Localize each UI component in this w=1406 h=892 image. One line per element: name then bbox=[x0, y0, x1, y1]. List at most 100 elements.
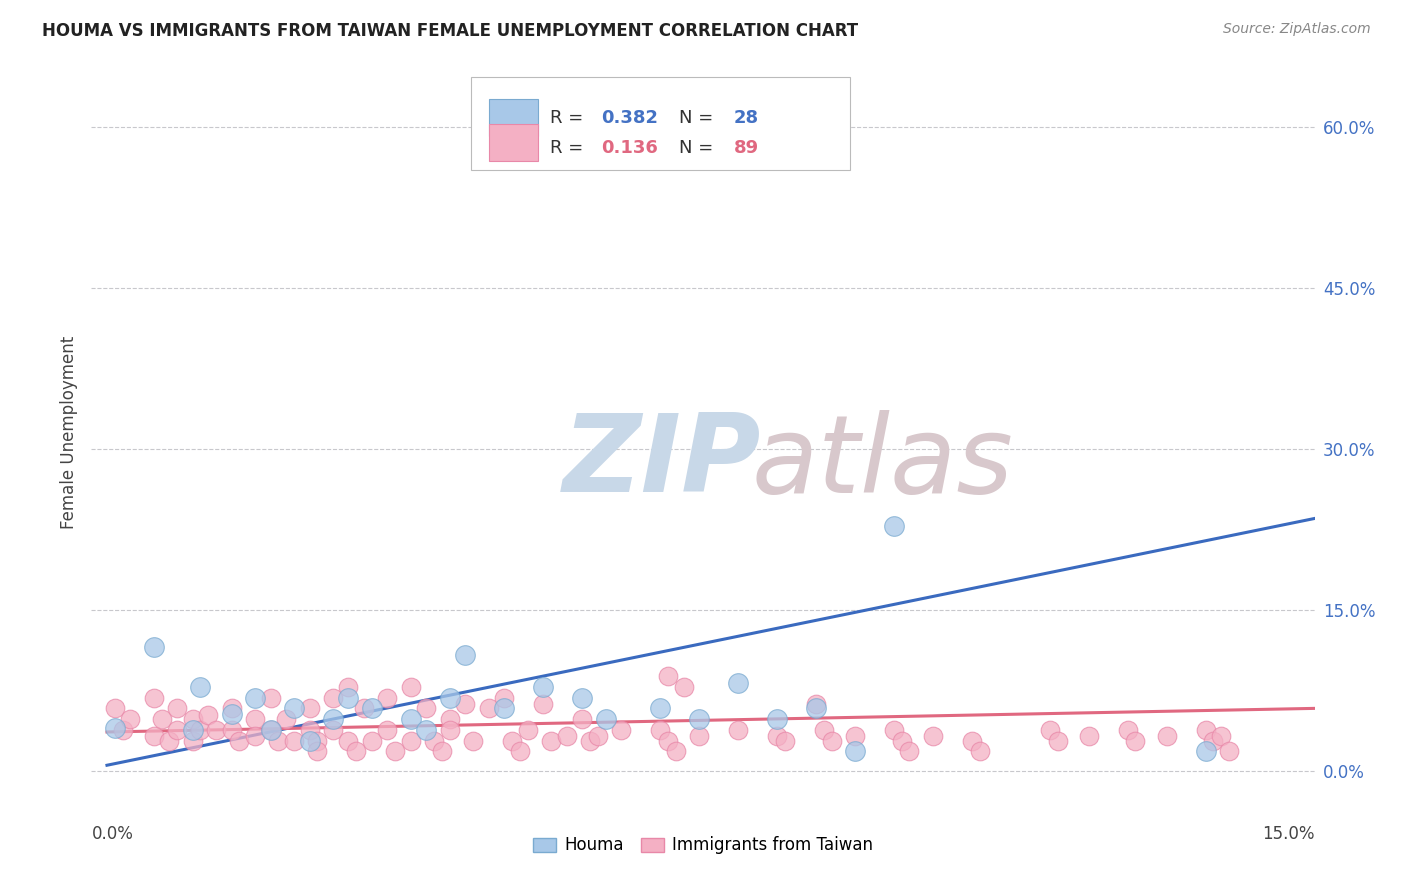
Point bbox=[1156, 729, 1178, 743]
Legend: Houma, Immigrants from Taiwan: Houma, Immigrants from Taiwan bbox=[526, 830, 880, 861]
Point bbox=[1194, 744, 1216, 758]
Point bbox=[657, 669, 679, 683]
Point bbox=[540, 733, 562, 747]
Point bbox=[111, 723, 134, 737]
Point bbox=[727, 675, 749, 690]
Point bbox=[322, 712, 344, 726]
Point bbox=[181, 723, 204, 737]
Point bbox=[243, 690, 266, 705]
Point bbox=[283, 733, 305, 747]
Text: atlas: atlas bbox=[752, 409, 1014, 515]
Point bbox=[307, 744, 329, 758]
Text: 15.0%: 15.0% bbox=[1263, 825, 1315, 843]
Point bbox=[439, 712, 461, 726]
Point bbox=[423, 733, 446, 747]
Point bbox=[190, 680, 212, 694]
Point bbox=[650, 723, 672, 737]
Point bbox=[1218, 744, 1240, 758]
Point bbox=[688, 712, 710, 726]
Point bbox=[337, 733, 360, 747]
Point bbox=[190, 723, 212, 737]
Point bbox=[283, 701, 305, 715]
FancyBboxPatch shape bbox=[471, 78, 849, 169]
Point bbox=[610, 723, 633, 737]
Text: 0.382: 0.382 bbox=[602, 109, 658, 127]
Point bbox=[276, 712, 298, 726]
Point bbox=[890, 733, 912, 747]
Text: 28: 28 bbox=[734, 109, 759, 127]
Text: R =: R = bbox=[550, 138, 589, 157]
Point bbox=[766, 729, 789, 743]
Point bbox=[399, 712, 422, 726]
Point bbox=[415, 723, 437, 737]
Point bbox=[509, 744, 531, 758]
Text: N =: N = bbox=[679, 138, 718, 157]
Point bbox=[104, 721, 127, 735]
Point bbox=[399, 733, 422, 747]
Point bbox=[813, 723, 835, 737]
Point bbox=[1125, 733, 1147, 747]
Point bbox=[571, 712, 593, 726]
Point bbox=[766, 712, 789, 726]
Point bbox=[298, 733, 321, 747]
Point bbox=[454, 697, 477, 711]
Point bbox=[454, 648, 477, 662]
Point bbox=[494, 690, 516, 705]
Point bbox=[463, 733, 485, 747]
Text: ZIP: ZIP bbox=[562, 409, 761, 516]
Point bbox=[883, 519, 905, 533]
Point bbox=[197, 707, 219, 722]
Point bbox=[501, 733, 523, 747]
Point bbox=[610, 120, 633, 134]
Point bbox=[844, 744, 866, 758]
Point bbox=[1202, 733, 1225, 747]
Point bbox=[337, 680, 360, 694]
Point bbox=[595, 712, 617, 726]
Point bbox=[439, 723, 461, 737]
Text: 89: 89 bbox=[734, 138, 759, 157]
Point bbox=[898, 744, 921, 758]
Point bbox=[960, 733, 983, 747]
Point bbox=[804, 697, 827, 711]
Point bbox=[337, 690, 360, 705]
Point bbox=[415, 701, 437, 715]
Bar bbox=[489, 99, 538, 136]
Point bbox=[494, 701, 516, 715]
Point bbox=[322, 690, 344, 705]
Point bbox=[360, 701, 382, 715]
Point bbox=[969, 744, 991, 758]
Point bbox=[820, 733, 842, 747]
Point bbox=[883, 723, 905, 737]
Point bbox=[150, 712, 173, 726]
Point bbox=[804, 701, 827, 715]
Point bbox=[688, 729, 710, 743]
Point bbox=[205, 723, 228, 737]
Point bbox=[586, 729, 609, 743]
Text: HOUMA VS IMMIGRANTS FROM TAIWAN FEMALE UNEMPLOYMENT CORRELATION CHART: HOUMA VS IMMIGRANTS FROM TAIWAN FEMALE U… bbox=[42, 22, 858, 40]
Point bbox=[243, 712, 266, 726]
Point bbox=[773, 733, 796, 747]
Point bbox=[221, 723, 243, 737]
Point bbox=[259, 723, 281, 737]
Bar bbox=[489, 124, 538, 161]
Point bbox=[430, 744, 453, 758]
Point bbox=[181, 712, 204, 726]
Point bbox=[579, 733, 602, 747]
Point bbox=[531, 680, 554, 694]
Point bbox=[344, 744, 367, 758]
Point bbox=[228, 733, 250, 747]
Point bbox=[221, 701, 243, 715]
Point bbox=[516, 723, 538, 737]
Point bbox=[650, 701, 672, 715]
Point bbox=[478, 701, 501, 715]
Point bbox=[166, 701, 188, 715]
Point bbox=[672, 680, 695, 694]
Point bbox=[142, 640, 165, 655]
Point bbox=[844, 729, 866, 743]
Point bbox=[307, 733, 329, 747]
Point bbox=[157, 733, 180, 747]
Point bbox=[166, 723, 188, 737]
Point bbox=[555, 729, 578, 743]
Point bbox=[181, 733, 204, 747]
Point bbox=[1039, 723, 1062, 737]
